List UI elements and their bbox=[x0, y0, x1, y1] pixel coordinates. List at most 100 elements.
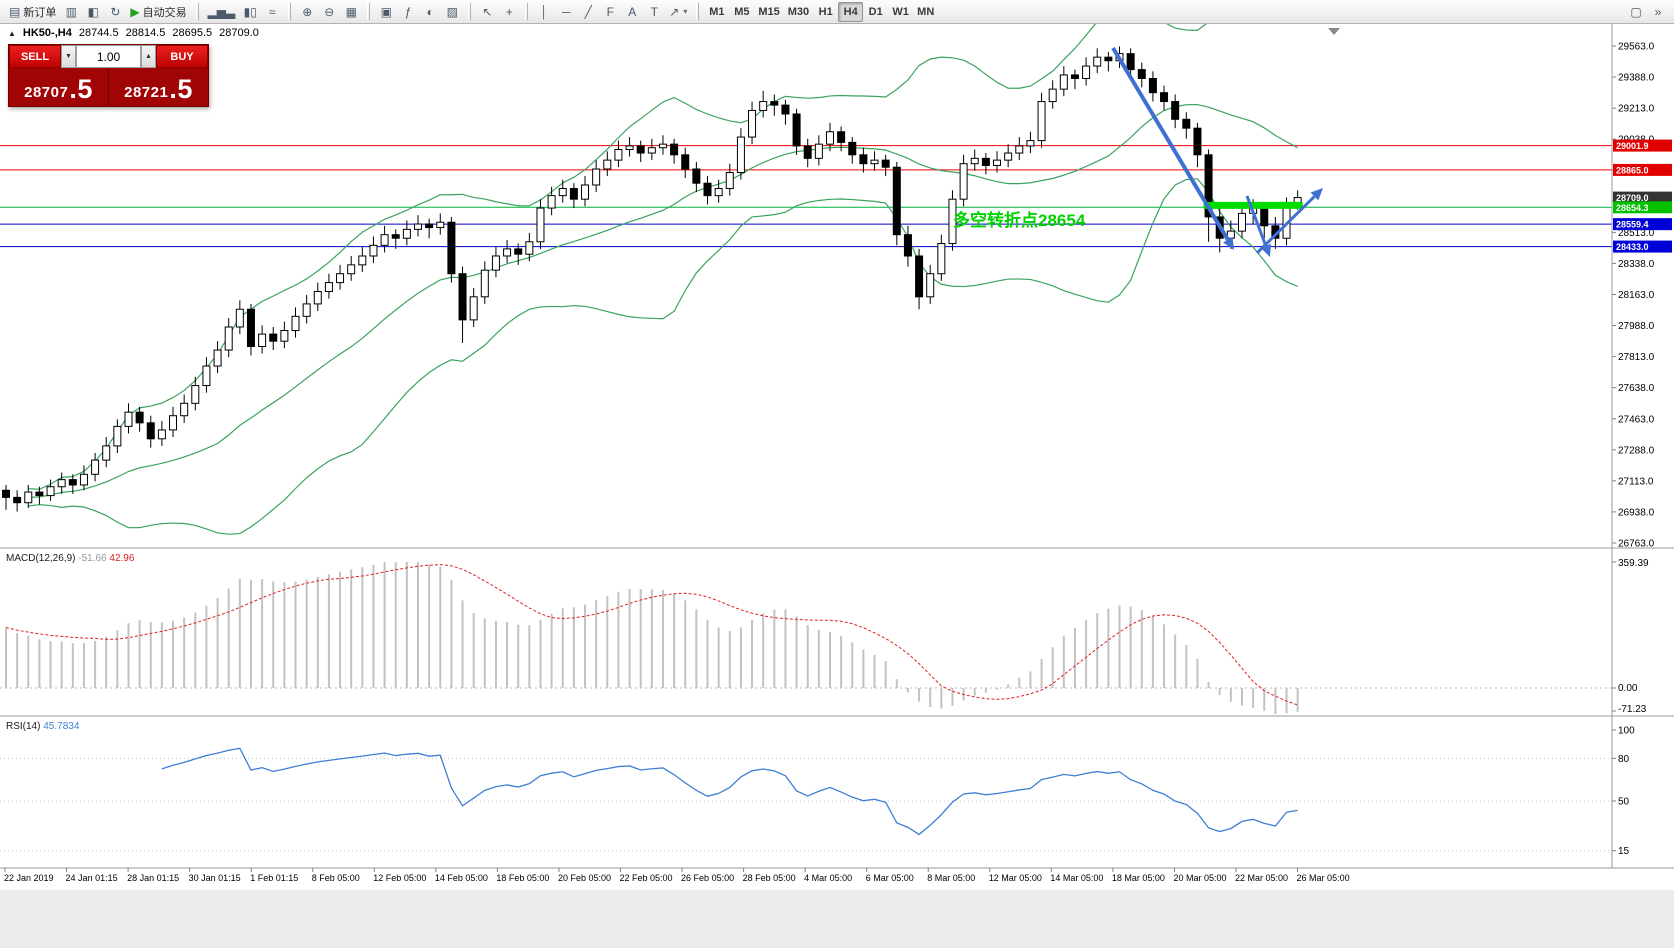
candle-body bbox=[1137, 69, 1146, 79]
price-axis[interactable] bbox=[1612, 24, 1674, 868]
candle-body bbox=[681, 154, 690, 170]
zoom-in-icon[interactable]: ⊕ bbox=[296, 2, 318, 22]
rsi-indicator-label: RSI(14) 45.7834 bbox=[6, 721, 80, 732]
candle-body bbox=[1037, 101, 1046, 142]
fibonacci-icon[interactable]: F bbox=[599, 2, 621, 22]
volume-input[interactable] bbox=[76, 45, 141, 68]
macd-panel[interactable] bbox=[0, 562, 1612, 714]
candle-body bbox=[503, 248, 512, 257]
candle-body bbox=[35, 491, 44, 497]
candle-body bbox=[1260, 207, 1269, 227]
main-chart-panel[interactable] bbox=[0, 0, 1612, 535]
price-scale[interactable]: 29563.029388.029213.029038.028863.028688… bbox=[1612, 42, 1672, 550]
tf-m15-label: M15 bbox=[758, 5, 780, 18]
time-axis[interactable] bbox=[0, 868, 1612, 890]
text-icon[interactable]: A bbox=[621, 2, 643, 22]
chart-candles-icon[interactable]: ▮▯ bbox=[239, 2, 261, 22]
candle-body bbox=[825, 131, 834, 145]
zoom-out-icon[interactable]: ⊖ bbox=[318, 2, 340, 22]
candle-body bbox=[870, 159, 879, 165]
right-group: ▢» bbox=[1623, 0, 1671, 24]
horizontal-line-icon[interactable]: ─ bbox=[555, 2, 577, 22]
candle-body bbox=[703, 182, 712, 197]
text-icon-glyph: A bbox=[628, 4, 637, 19]
sell-button[interactable]: SELL bbox=[9, 45, 61, 68]
tf-w1[interactable]: W1 bbox=[888, 2, 913, 22]
candle-body bbox=[803, 145, 812, 159]
candle-body bbox=[714, 188, 723, 197]
tf-m15[interactable]: M15 bbox=[754, 2, 783, 22]
candle-body bbox=[347, 264, 356, 275]
buy-button[interactable]: BUY bbox=[156, 45, 208, 68]
new-order-button-label: 新订单 bbox=[23, 6, 57, 19]
overflow-chevron[interactable]: » bbox=[1647, 2, 1669, 22]
periods-icon[interactable]: ◐ bbox=[419, 2, 441, 22]
indicators-icon-glyph: ƒ bbox=[404, 4, 412, 19]
candle-body bbox=[202, 365, 211, 387]
chart-candles-icon-glyph: ▮▯ bbox=[243, 4, 257, 19]
sell-price[interactable]: 28707.5 bbox=[9, 68, 108, 106]
indicators-icon[interactable]: ƒ bbox=[397, 2, 419, 22]
volume-decrement-button[interactable]: ▼ bbox=[61, 45, 76, 68]
candle-body bbox=[1193, 127, 1202, 156]
crosshair-icon[interactable]: + bbox=[498, 2, 520, 22]
candle-body bbox=[2, 489, 10, 498]
volume-increment-button[interactable]: ▲ bbox=[141, 45, 156, 68]
autotrading-button[interactable]: ▶ 自动交易 bbox=[126, 2, 190, 22]
candle-body bbox=[1160, 92, 1169, 103]
bollinger-lower-band[interactable] bbox=[28, 178, 1298, 535]
candle-body bbox=[814, 143, 823, 159]
time-axis-label: 18 Feb 05:00 bbox=[496, 873, 549, 883]
bollinger-middle-band[interactable] bbox=[28, 103, 1298, 498]
toolbar: ▤ 新订单 ▥ ◧ ↻ ▶ 自动交易 ▂▅▃ ▮▯ ≈ ⊕ ⊖ ▦ ▣ ƒ ◐ ▨ ↖ + │ ─ ╱ F A T ↗ ▾ M1 M5 M… bbox=[0, 0, 1674, 24]
profiles-icon[interactable]: ◧ bbox=[82, 2, 104, 22]
label-icon[interactable]: T bbox=[643, 2, 665, 22]
price-tick-label: 26763.0 bbox=[1618, 539, 1655, 550]
tf-mn[interactable]: MN bbox=[913, 2, 938, 22]
trend-arrow[interactable] bbox=[1255, 195, 1316, 255]
trade-panel-controls: SELL ▼ ▲ BUY bbox=[9, 45, 208, 68]
price-tick-label: 29213.0 bbox=[1618, 104, 1655, 115]
price-tag bbox=[1613, 201, 1672, 214]
price-tag-label: 28654.3 bbox=[1616, 203, 1649, 213]
chart-shift-marker[interactable] bbox=[1328, 28, 1340, 35]
price-tick-label: 27113.0 bbox=[1618, 476, 1654, 487]
time-axis-label: 20 Feb 05:00 bbox=[558, 873, 611, 883]
templates-icon[interactable]: ▨ bbox=[441, 2, 463, 22]
window-group: ▣ ƒ ◐ ▨ bbox=[373, 0, 465, 24]
tf-h1[interactable]: H1 bbox=[813, 2, 838, 22]
chart-bars-icon[interactable]: ▂▅▃ bbox=[204, 2, 240, 22]
new-order-button[interactable]: ▤ 新订单 bbox=[5, 2, 60, 22]
refresh-icon[interactable]: ↻ bbox=[104, 2, 126, 22]
tf-d1[interactable]: D1 bbox=[863, 2, 888, 22]
chart-window-icon[interactable]: ▥ bbox=[60, 2, 82, 22]
price-tag bbox=[1613, 240, 1672, 253]
buy-price[interactable]: 28721.5 bbox=[109, 68, 208, 106]
ohlc-low: 28695.5 bbox=[172, 27, 213, 39]
tile-windows-icon[interactable]: ▣ bbox=[375, 2, 397, 22]
candle-body bbox=[302, 303, 311, 317]
fullscreen-icon[interactable]: ▢ bbox=[1625, 2, 1647, 22]
candle-body bbox=[124, 411, 133, 427]
trend-arrow[interactable] bbox=[1245, 195, 1268, 247]
tf-h4[interactable]: H4 bbox=[838, 1, 864, 22]
shapes-dropdown-glyph: ↗ bbox=[669, 4, 680, 19]
grid-icon[interactable]: ▦ bbox=[340, 2, 362, 22]
candle-body bbox=[68, 479, 77, 486]
tf-m30[interactable]: M30 bbox=[784, 2, 813, 22]
trend-arrow[interactable] bbox=[1111, 46, 1230, 241]
time-axis-label: 8 Feb 05:00 bbox=[312, 873, 360, 883]
rsi-panel[interactable] bbox=[0, 747, 1612, 852]
shapes-dropdown[interactable]: ↗ ▾ bbox=[665, 2, 691, 22]
chart-line-icon[interactable]: ≈ bbox=[261, 2, 283, 22]
candle-body bbox=[224, 326, 233, 351]
time-axis-label: 22 Feb 05:00 bbox=[620, 873, 673, 883]
vertical-line-icon[interactable]: │ bbox=[533, 2, 555, 22]
tf-m5[interactable]: M5 bbox=[729, 2, 754, 22]
panel-toggle-icon[interactable]: ▲ bbox=[8, 28, 16, 38]
trendline-icon[interactable]: ╱ bbox=[577, 2, 599, 22]
tf-m1[interactable]: M1 bbox=[704, 2, 729, 22]
cursor-icon[interactable]: ↖ bbox=[476, 2, 498, 22]
ohlc-open: 28744.5 bbox=[78, 27, 119, 39]
